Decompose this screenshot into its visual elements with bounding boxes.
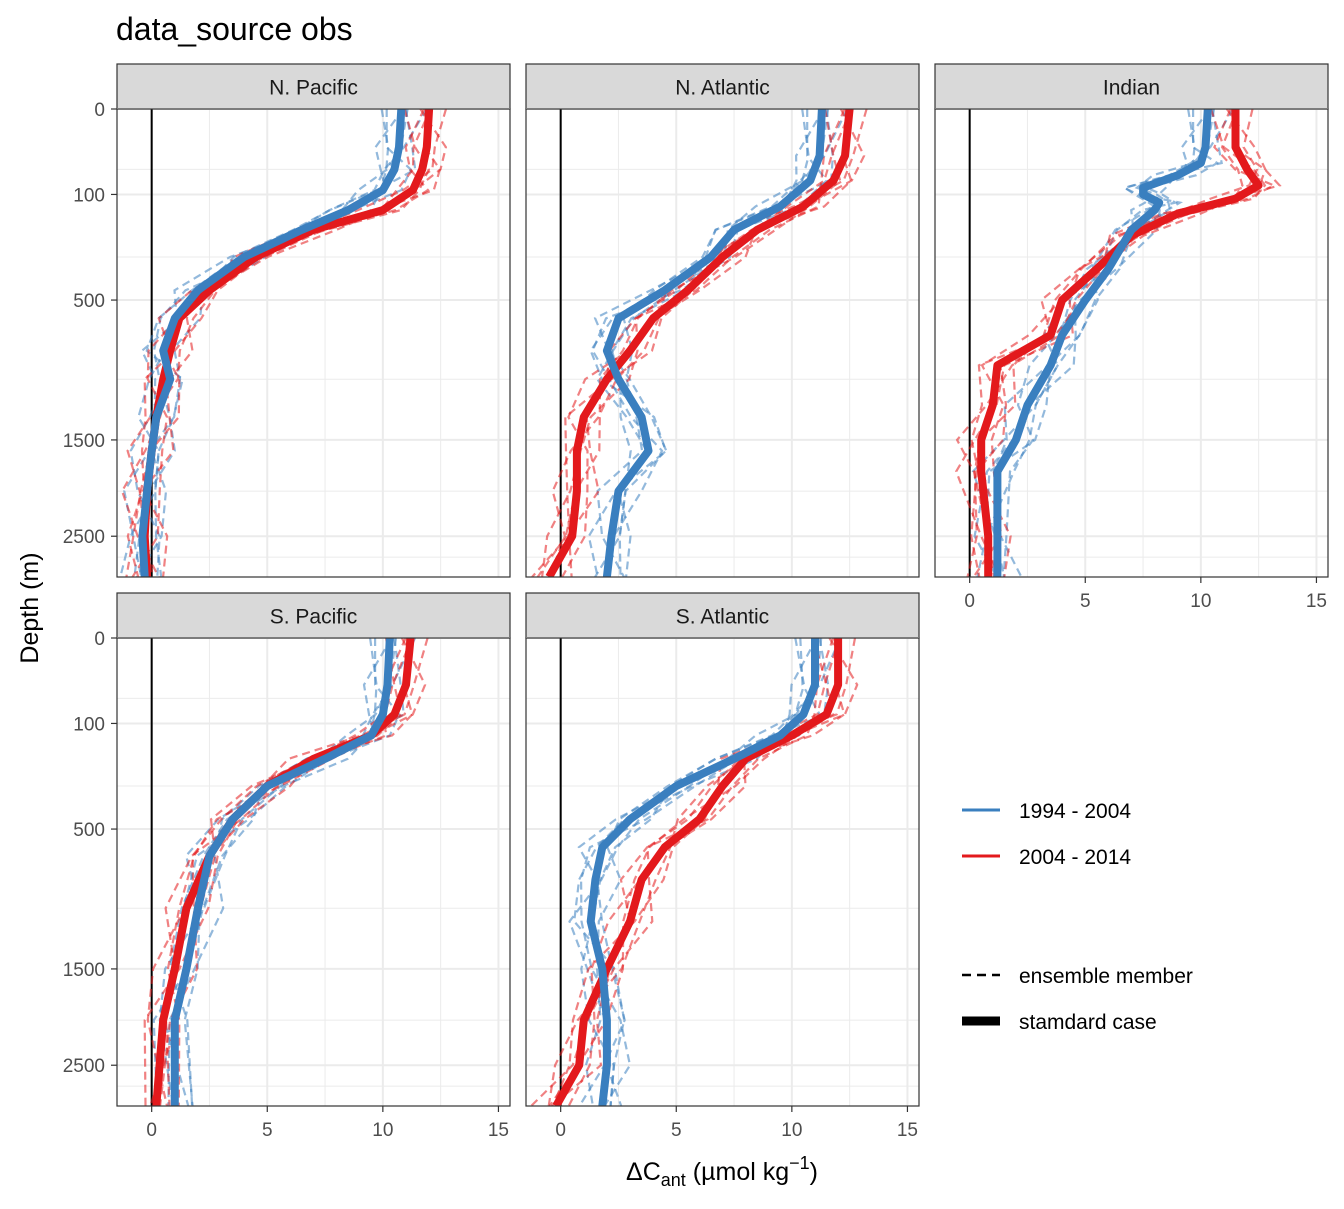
panel-border-n-atlantic — [525, 108, 920, 578]
x-tick-label: 10 — [1190, 591, 1211, 612]
y-tick-label: 1500 — [63, 431, 105, 452]
x-tick-label: 0 — [964, 591, 975, 612]
panel-s-pacific: S. Pacific 0 100 500 1500 2500 0 5 10 15 — [63, 592, 511, 1141]
series-group-s-pacific — [143, 638, 429, 1106]
y-tick-label: 0 — [94, 629, 105, 650]
strip-label-n-atlantic: N. Atlantic — [675, 77, 770, 100]
series-group-s-atlantic — [530, 638, 859, 1106]
ensemble-line-s-atlantic-1994-2004-6 — [573, 638, 806, 1106]
x-tick-label: 15 — [488, 1120, 509, 1141]
series-group-n-pacific — [119, 109, 448, 577]
standard-line-s-atlantic-2004-2014 — [552, 638, 843, 1106]
standard-line-n-atlantic-2004-2014 — [545, 109, 854, 577]
ensemble-line-n-pacific-2004-2014-6 — [126, 109, 448, 577]
ensemble-line-indian-2004-2014-5 — [966, 109, 1267, 577]
series-group-n-atlantic — [531, 109, 868, 577]
x-tick-label: 10 — [781, 1120, 802, 1141]
y-tick-label: 500 — [73, 820, 105, 841]
y-tick-label: 2500 — [63, 527, 105, 548]
x-tick-label: 15 — [1306, 591, 1327, 612]
strip-label-s-atlantic: S. Atlantic — [676, 606, 769, 629]
standard-line-n-atlantic-1994-2004 — [602, 109, 826, 577]
panel-bg-n-atlantic — [526, 109, 919, 577]
chart-title: data_source obs — [116, 11, 353, 47]
y-tick-label: 500 — [73, 291, 105, 312]
ensemble-line-n-atlantic-1994-2004-3 — [587, 109, 829, 577]
y-tick-label: 0 — [94, 100, 105, 121]
ensemble-line-s-atlantic-2004-2014-4 — [567, 638, 841, 1106]
x-tick-label: 10 — [372, 1120, 393, 1141]
x-tick-label: 0 — [146, 1120, 157, 1141]
strip-label-indian: Indian — [1103, 77, 1160, 100]
strip-indian — [934, 63, 1329, 110]
x-tick-label: 15 — [897, 1120, 918, 1141]
y-tick-label: 1500 — [63, 960, 105, 981]
strip-n-atlantic — [525, 63, 920, 110]
y-tick-label: 100 — [73, 185, 105, 206]
ensemble-line-s-pacific-1994-2004-5 — [158, 638, 398, 1106]
ensemble-line-n-pacific-1994-2004-6 — [119, 109, 390, 577]
x-axis-label: ΔCant (µmol kg−1) — [626, 1153, 818, 1190]
ensemble-line-n-atlantic-2004-2014-5 — [536, 109, 842, 577]
ensemble-line-indian-2004-2014-6 — [955, 109, 1267, 577]
panel-bg-s-atlantic — [526, 638, 919, 1106]
y-axis-label: Depth (m) — [16, 552, 44, 663]
standard-line-indian-2004-2014 — [977, 109, 1263, 577]
ensemble-line-s-pacific-2004-2014-4 — [146, 638, 414, 1106]
panel-border-indian — [934, 108, 1329, 578]
x-tick-label: 0 — [555, 1120, 566, 1141]
strip-s-pacific — [116, 592, 511, 639]
strip-label-s-pacific: S. Pacific — [270, 606, 358, 629]
strip-n-pacific — [116, 63, 511, 110]
legend-label-ensemble: ensemble member — [1019, 965, 1193, 988]
standard-line-s-atlantic-1994-2004 — [586, 638, 819, 1106]
ensemble-line-s-pacific-2004-2014-2 — [159, 638, 414, 1106]
ensemble-line-s-atlantic-1994-2004-5 — [568, 638, 823, 1106]
panel-border-n-pacific — [116, 108, 511, 578]
ensemble-line-s-atlantic-2004-2014-6 — [547, 638, 859, 1106]
y-tick-label: 2500 — [63, 1056, 105, 1077]
legend-label-standard: stamdard case — [1019, 1011, 1157, 1034]
standard-line-s-pacific-1994-2004 — [170, 638, 394, 1106]
panel-s-atlantic: S. Atlantic 0 5 10 15 — [525, 592, 920, 1141]
y-tick-label: 100 — [73, 714, 105, 735]
standard-line-n-pacific-1994-2004 — [138, 109, 406, 577]
ensemble-line-indian-2004-2014-2 — [954, 109, 1282, 577]
panel-n-atlantic: N. Atlantic — [525, 63, 920, 578]
panel-indian: Indian 0 5 10 15 — [934, 63, 1329, 612]
series-group-indian — [954, 109, 1282, 577]
strip-s-atlantic — [525, 592, 920, 639]
panel-border-s-pacific — [116, 637, 511, 1107]
standard-line-indian-1994-2004 — [993, 109, 1212, 577]
panel-border-s-atlantic — [525, 637, 920, 1107]
ensemble-line-s-atlantic-1994-2004-2 — [579, 638, 818, 1106]
ensemble-line-indian-1994-2004-3 — [992, 109, 1220, 577]
legend: 1994 - 2004 2004 - 2014 ensemble member … — [962, 800, 1193, 1034]
x-tick-label: 5 — [262, 1120, 273, 1141]
ensemble-line-n-atlantic-1994-2004-2 — [591, 109, 825, 577]
legend-label-period-1: 1994 - 2004 — [1019, 800, 1131, 823]
x-tick-label: 5 — [1080, 591, 1091, 612]
strip-label-n-pacific: N. Pacific — [269, 77, 358, 100]
ensemble-line-indian-2004-2014-3 — [970, 109, 1259, 577]
legend-label-period-2: 2004 - 2014 — [1019, 846, 1131, 869]
panel-n-pacific: N. Pacific 0 100 500 1500 2500 — [63, 63, 511, 578]
x-tick-label: 5 — [671, 1120, 682, 1141]
